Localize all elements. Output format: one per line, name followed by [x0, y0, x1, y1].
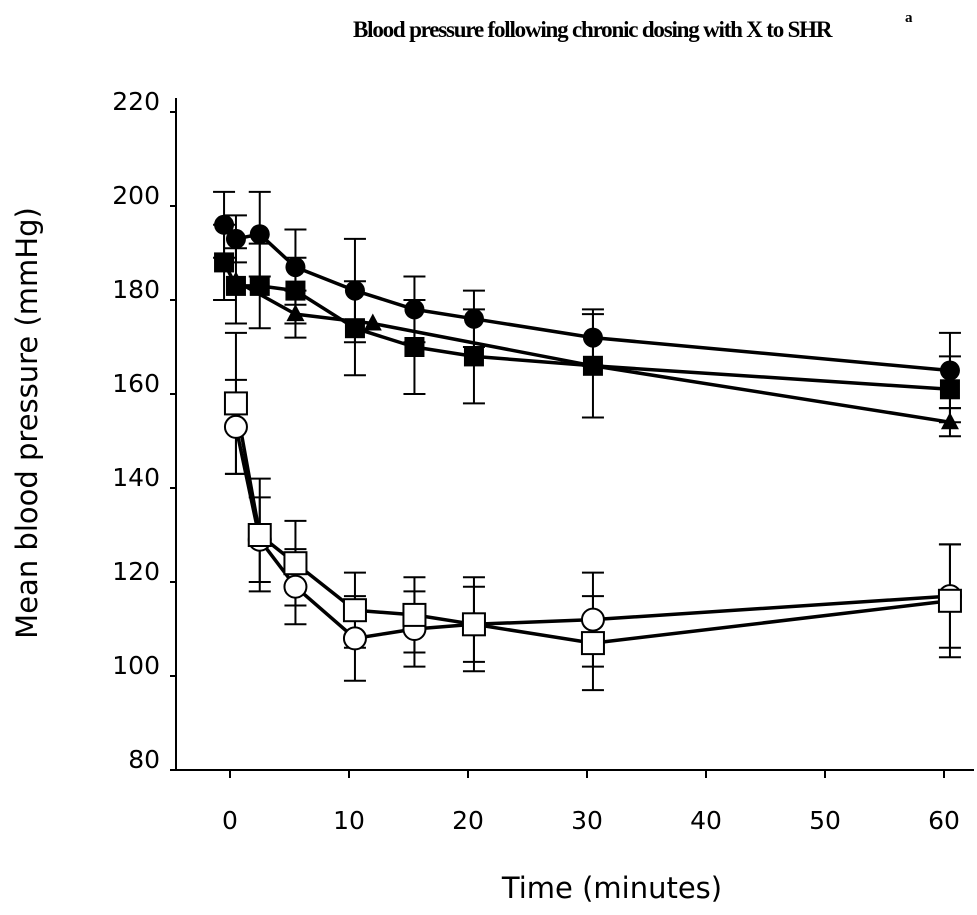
data-point-open-square: [283, 551, 308, 576]
data-point-filled-square: [214, 252, 235, 273]
x-tick-label: 20: [452, 806, 484, 835]
x-tick-label: 0: [222, 806, 238, 835]
data-point-filled-circle: [582, 327, 603, 348]
data-point-open-square: [580, 631, 605, 656]
data-point-filled-triangle: [226, 271, 245, 289]
y-tick-label: 200: [112, 181, 160, 210]
y-tick-label: 220: [112, 87, 160, 116]
y-tick-label: 80: [128, 745, 160, 774]
y-tick-label: 100: [112, 651, 160, 680]
data-point-filled-circle: [344, 280, 365, 301]
y-axis-label: Mean blood pressure (mmHg): [10, 207, 44, 639]
series-lines: [222, 223, 951, 645]
x-tick-label: 40: [690, 806, 722, 835]
data-point-filled-circle: [285, 257, 306, 278]
chart-title-superscript: a: [905, 10, 913, 26]
data-point-open-square: [223, 391, 248, 416]
y-tick-label: 120: [112, 557, 160, 586]
chart-title: Blood pressure following chronic dosing …: [353, 10, 913, 42]
x-tick-label: 10: [333, 806, 365, 835]
data-point-filled-circle: [225, 228, 246, 249]
y-tick-label: 160: [112, 369, 160, 398]
plot-area: [213, 190, 962, 692]
data-point-filled-triangle: [583, 355, 602, 373]
x-axis-label: Time (minutes): [501, 871, 722, 905]
data-point-open-circle: [223, 414, 248, 439]
data-point-filled-square: [404, 337, 425, 357]
x-tick-label: 50: [809, 806, 841, 835]
y-tick-label: 180: [112, 275, 160, 304]
data-point-filled-triangle: [363, 313, 382, 331]
y-tick-label: 140: [112, 463, 160, 492]
data-point-filled-circle: [404, 299, 425, 320]
data-point-filled-square: [344, 318, 365, 339]
data-point-open-circle: [342, 626, 367, 651]
x-tick-label: 60: [928, 806, 960, 835]
data-point-open-square: [342, 598, 367, 623]
data-point-open-square: [461, 612, 486, 637]
data-point-filled-circle: [939, 360, 960, 381]
data-point-open-circle: [580, 607, 605, 632]
data-point-filled-circle: [214, 214, 235, 235]
tick-labels: 80 100 120 140 160 180 200 220 0 10 20 30 40 50 60: [112, 87, 960, 835]
data-point-open-square: [247, 523, 272, 547]
data-point-filled-square: [249, 275, 270, 296]
data-point-open-square: [937, 588, 962, 613]
data-point-filled-square: [463, 346, 484, 367]
data-point-filled-triangle: [940, 412, 959, 430]
series-filled-circle-line: [222, 223, 951, 373]
data-point-open-circle: [283, 574, 308, 599]
data-point-open-square: [402, 602, 427, 627]
chart-title-text: Blood pressure following chronic dosing …: [353, 17, 833, 42]
axes: [170, 98, 974, 778]
data-point-filled-triangle: [286, 304, 305, 322]
data-point-filled-circle: [463, 308, 484, 329]
series-markers: [214, 214, 962, 656]
data-point-filled-circle: [249, 224, 270, 245]
data-point-filled-square: [939, 379, 960, 400]
data-point-filled-square: [285, 280, 306, 301]
x-tick-label: 30: [571, 806, 603, 835]
